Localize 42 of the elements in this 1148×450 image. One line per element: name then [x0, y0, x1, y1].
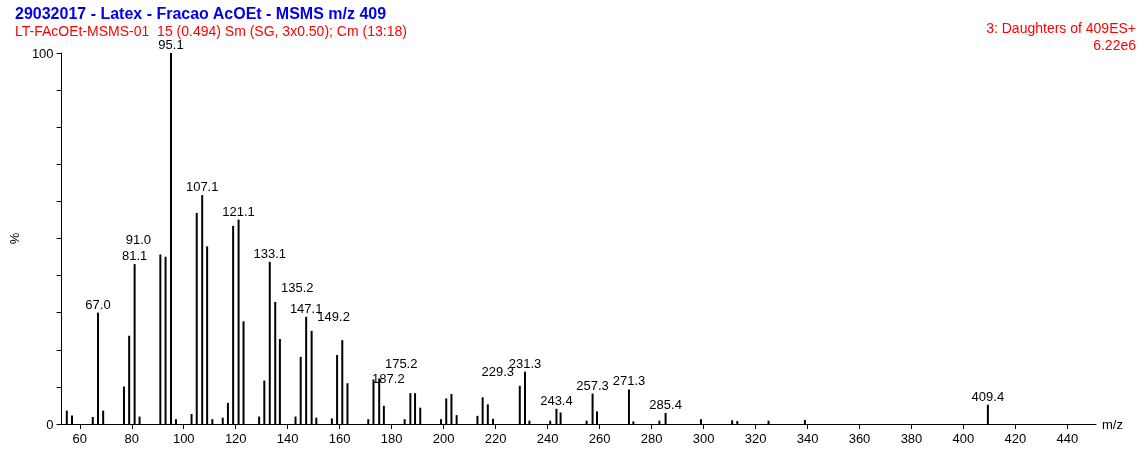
text: 3: Daughters of 409ES+ [986, 20, 1136, 36]
annotation: 121.1 [222, 203, 255, 219]
annotation: 285.4 [649, 396, 682, 412]
x-tick-label: 400 [952, 431, 975, 446]
annotation: 175.2 [384, 356, 418, 372]
x-tick-label: 280 [640, 431, 663, 446]
x-tick-label: 200 [432, 431, 455, 446]
annotation: 107.1 [185, 179, 219, 195]
annotation: 243.4 [540, 392, 573, 408]
x-tick-label: 100 [172, 431, 195, 446]
x-tick-label: 60 [72, 431, 88, 446]
x-tick-label: 220 [484, 431, 507, 446]
annotation: 95.1 [158, 37, 184, 52]
x-tick-label: 240 [536, 431, 559, 446]
annotation: 91.0 [125, 232, 152, 248]
x-tick-label: 180 [380, 431, 403, 446]
x-tick-label: 140 [276, 431, 299, 446]
x-tick-label: 440 [1056, 431, 1079, 446]
x-tick-label: 360 [848, 431, 871, 446]
annotation: 81.1 [121, 248, 148, 264]
annotation: 257.3 [576, 377, 609, 393]
y-tick-label: 0 [46, 416, 54, 432]
x-tick-label: 160 [328, 431, 351, 446]
annotation: 135.2 [280, 279, 314, 295]
text: 6.22e6 [1093, 37, 1137, 53]
y-axis-title: % [7, 232, 22, 245]
x-tick-label: 300 [692, 431, 715, 446]
annotation: 409.4 [971, 388, 1005, 404]
x-tick-label: 320 [744, 431, 767, 446]
chart-subtitle: LT-FAcOEt-MSMS-01 15 (0.494) Sm (SG, 3x0.50); Cm (13:18) [15, 23, 407, 39]
annotation: 187.2 [372, 371, 405, 387]
x-tick-label: 120 [224, 431, 247, 446]
x-tick-label: 420 [1004, 431, 1027, 446]
chart-title: 29032017 - Latex - Fracao AcOEt - MSMS m/z 409 [15, 4, 387, 22]
annotation: 67.0 [85, 296, 111, 312]
x-tick-label: 80 [124, 431, 139, 446]
x-tick-label: 340 [796, 431, 819, 446]
x-axis-title: m/z [1102, 416, 1123, 432]
annotation: 133.1 [253, 245, 287, 261]
x-tick-label: 380 [900, 431, 923, 446]
annotation: 271.3 [612, 373, 646, 389]
x-tick-label: 260 [588, 431, 611, 446]
